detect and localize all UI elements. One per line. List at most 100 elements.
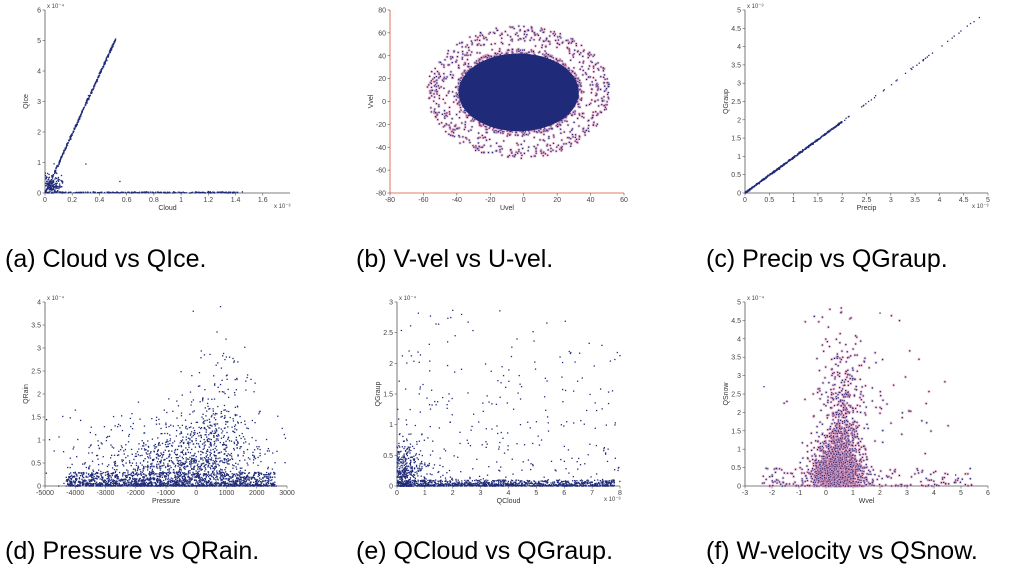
data-point	[57, 185, 59, 188]
y-tick-label: 0	[382, 99, 386, 106]
scatter-points	[44, 38, 244, 194]
data-point	[78, 118, 80, 120]
data-point	[79, 116, 81, 118]
data-point	[111, 46, 113, 48]
data-point	[52, 175, 54, 177]
data-point	[490, 55, 492, 57]
data-point	[52, 184, 54, 186]
data-point	[59, 191, 61, 193]
data-point	[493, 131, 495, 133]
data-point	[189, 192, 191, 194]
x-tick-label: 1.6	[258, 197, 268, 204]
data-point	[49, 182, 51, 184]
data-point	[75, 191, 77, 194]
data-point	[49, 180, 51, 182]
data-point	[52, 179, 54, 181]
data-point	[45, 191, 47, 194]
data-point	[574, 72, 576, 75]
data-point	[101, 66, 104, 68]
data-point	[46, 182, 48, 185]
x-exponent-label: x 10⁻³	[274, 204, 291, 210]
data-point	[86, 98, 89, 100]
data-point	[51, 189, 53, 191]
data-point	[488, 55, 490, 57]
data-point	[547, 53, 549, 56]
data-point	[53, 172, 56, 175]
data-point	[58, 160, 60, 163]
data-point	[90, 92, 92, 94]
data-point	[212, 191, 214, 194]
data-point	[458, 78, 460, 80]
data-point	[523, 49, 526, 51]
data-point	[48, 173, 50, 176]
data-point	[162, 191, 165, 194]
data-point	[48, 176, 51, 178]
data-point	[101, 68, 104, 70]
data-point	[82, 191, 84, 194]
data-point	[154, 192, 156, 194]
data-point	[52, 186, 54, 189]
data-point	[69, 191, 71, 193]
data-point	[47, 192, 49, 194]
data-point	[118, 192, 120, 194]
data-point	[79, 115, 81, 117]
data-point	[76, 191, 78, 193]
data-point	[182, 191, 184, 193]
data-point	[54, 170, 57, 172]
data-point	[58, 183, 61, 185]
data-point	[110, 49, 113, 51]
data-point	[51, 175, 53, 177]
data-point	[485, 55, 487, 58]
data-point	[70, 191, 72, 194]
data-point	[48, 189, 51, 191]
data-point	[219, 191, 221, 193]
data-point	[48, 177, 50, 179]
data-point	[50, 180, 52, 182]
data-point	[55, 180, 58, 183]
data-point	[93, 87, 95, 89]
data-point	[110, 192, 112, 194]
data-point	[59, 191, 62, 194]
data-point	[113, 191, 115, 194]
data-point	[95, 79, 98, 81]
data-point	[100, 71, 102, 74]
data-point	[55, 191, 57, 193]
data-point	[111, 45, 113, 47]
data-point	[99, 70, 101, 72]
panel-2: -80 -60 -40 -20 0 20 40 60-80-60-40-20020406080…	[368, 8, 628, 213]
data-point	[48, 185, 51, 187]
data-point	[222, 191, 225, 193]
data-point	[98, 192, 100, 194]
data-point	[151, 191, 154, 194]
data-point	[116, 191, 119, 193]
data-point	[546, 129, 548, 131]
data-point	[528, 51, 530, 54]
data-point	[50, 186, 53, 188]
data-point	[201, 191, 204, 193]
data-point	[48, 191, 50, 194]
data-point	[77, 118, 80, 120]
data-point	[98, 75, 100, 77]
data-point	[53, 188, 55, 190]
data-point	[517, 48, 520, 50]
data-point	[76, 123, 78, 125]
data-point	[103, 191, 106, 194]
data-point	[173, 191, 175, 194]
data-point	[192, 191, 194, 193]
data-point	[55, 177, 57, 179]
data-point	[51, 182, 54, 184]
data-point	[208, 191, 210, 193]
y-axis-label: Vvel	[368, 94, 375, 108]
data-point	[44, 191, 46, 193]
data-point	[122, 191, 125, 194]
data-point	[52, 181, 55, 184]
data-point	[53, 190, 56, 192]
data-point	[552, 57, 554, 59]
data-point	[65, 191, 67, 193]
data-point	[545, 52, 547, 54]
data-point	[181, 192, 183, 194]
data-point	[87, 97, 90, 99]
data-point	[57, 178, 59, 180]
data-point	[112, 191, 115, 194]
data-point	[180, 192, 182, 194]
